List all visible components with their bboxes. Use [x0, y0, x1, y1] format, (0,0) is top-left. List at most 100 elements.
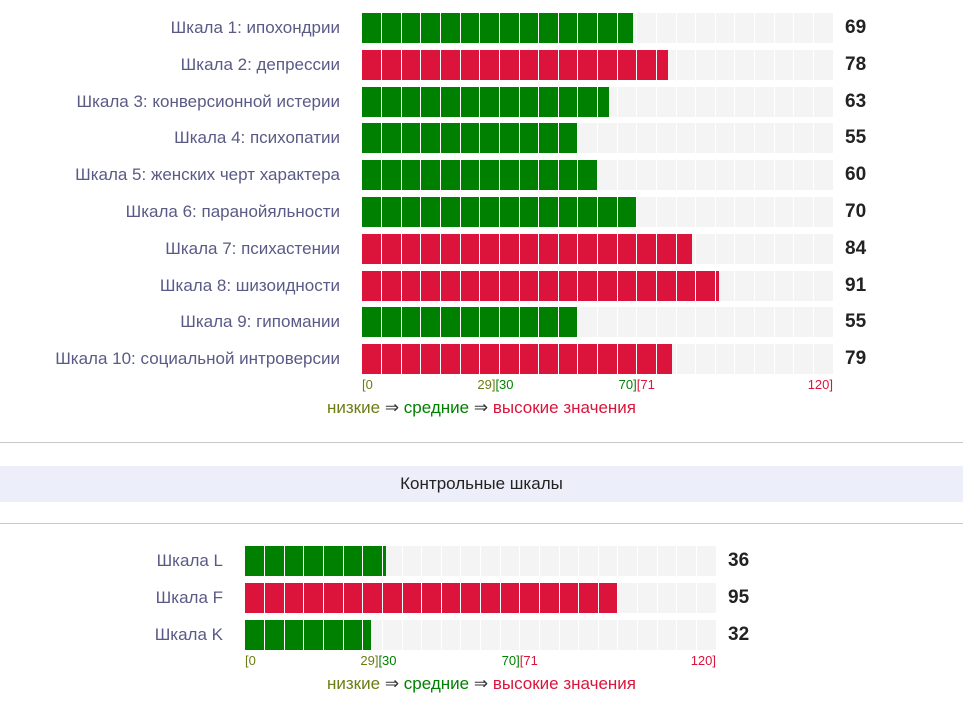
scale-bar-track: [362, 13, 833, 43]
scale-bar-fill: [362, 13, 633, 43]
bar-segment-divider: [773, 160, 775, 191]
bar-segment-divider: [381, 583, 383, 613]
bar-segment-divider: [636, 270, 638, 301]
bar-segment-divider: [459, 270, 461, 301]
bar-segment-divider: [636, 160, 638, 191]
bar-segment-divider: [616, 13, 618, 43]
range-label: 70][71: [501, 653, 538, 668]
bar-segment-divider: [440, 49, 441, 80]
bar-segment-divider: [636, 344, 638, 375]
bar-segment-divider: [519, 620, 521, 650]
bar-segment-divider: [557, 86, 559, 117]
bar-segment-divider: [734, 123, 736, 154]
scale-value: 79: [845, 348, 867, 370]
bar-segment-divider: [577, 49, 579, 80]
bar-segment-divider: [793, 233, 795, 264]
scale-bar-fill: [245, 583, 618, 613]
bar-segment-divider: [323, 620, 324, 650]
bar-segment-divider: [538, 86, 540, 117]
scale-value: 91: [845, 274, 867, 296]
bar-segment-divider: [381, 13, 383, 43]
bar-segment-divider: [480, 583, 481, 613]
scale-bar-track: [362, 270, 833, 301]
bar-segment-divider: [518, 307, 520, 338]
bar-segment-divider: [459, 160, 461, 191]
legend-arrow: ⇒: [384, 674, 400, 693]
bar-segment-divider: [578, 546, 580, 576]
bar-segment-divider: [655, 86, 657, 117]
bar-segment-divider: [773, 307, 775, 338]
bar-segment-divider: [793, 307, 795, 338]
bar-segment-divider: [597, 13, 598, 43]
legend-arrow: ⇒: [473, 674, 489, 693]
bar-segment-divider: [754, 270, 755, 301]
legend-arrow: ⇒: [473, 398, 489, 417]
bar-segment-divider: [812, 13, 814, 43]
scale-value: 70: [845, 201, 867, 222]
bar-segment-divider: [734, 307, 736, 338]
bar-segment-divider: [498, 307, 500, 338]
bar-segment-divider: [303, 583, 305, 613]
bar-segment-divider: [636, 86, 638, 117]
bar-segment-divider: [323, 546, 324, 576]
legend-low: низкие: [327, 674, 381, 693]
legend: низкие ⇒ средние ⇒ высокие значения: [0, 674, 963, 694]
bar-segment-divider: [381, 123, 383, 154]
bar-segment-divider: [283, 583, 285, 613]
range-label: 29][30: [360, 653, 397, 668]
bar-segment-divider: [440, 160, 441, 191]
scale-label: Шкала 5: женских черт характера: [75, 165, 340, 185]
bar-segment-divider: [578, 583, 580, 613]
bar-segment-divider: [597, 49, 598, 80]
bar-segment-divider: [362, 620, 364, 650]
bar-segment-divider: [401, 583, 403, 613]
bar-segment-divider: [695, 13, 697, 43]
bar-segment-divider: [518, 49, 520, 80]
scale-bar-fill: [362, 270, 720, 301]
bar-segment-divider: [577, 160, 579, 191]
bar-segment-divider: [518, 13, 520, 43]
bar-segment-divider: [480, 620, 481, 650]
bar-segment-divider: [636, 13, 638, 43]
bar-segment-divider: [695, 86, 697, 117]
bar-segment-divider: [675, 160, 677, 191]
bar-segment-divider: [498, 123, 500, 154]
bar-segment-divider: [754, 307, 755, 338]
bar-segment-divider: [773, 197, 775, 227]
bar-segment-divider: [518, 123, 520, 154]
bar-segment-divider: [754, 49, 755, 80]
bar-segment-divider: [695, 233, 697, 264]
bar-segment-divider: [283, 620, 285, 650]
bar-segment-divider: [617, 546, 619, 576]
bar-segment-divider: [518, 86, 520, 117]
bar-segment-divider: [400, 233, 402, 264]
bar-segment-divider: [538, 546, 540, 576]
bar-segment-divider: [538, 123, 540, 154]
range-label: [0: [245, 653, 256, 668]
bar-segment-divider: [498, 197, 500, 227]
bar-segment-divider: [420, 160, 422, 191]
bar-segment-divider: [793, 123, 795, 154]
bar-segment-divider: [342, 583, 344, 613]
bar-segment-divider: [303, 620, 305, 650]
bar-segment-divider: [557, 13, 559, 43]
bar-segment-divider: [636, 233, 638, 264]
bar-segment-divider: [675, 344, 677, 375]
bar-segment-divider: [538, 583, 540, 613]
scale-bar-fill: [245, 546, 387, 576]
scale-bar-track: [362, 344, 833, 375]
bar-segment-divider: [714, 123, 716, 154]
bar-segment-divider: [695, 160, 697, 191]
bar-segment-divider: [498, 270, 500, 301]
bar-segment-divider: [381, 49, 383, 80]
bar-segment-divider: [440, 13, 441, 43]
scale-bar-fill: [245, 620, 371, 650]
bar-segment-divider: [518, 344, 520, 375]
bar-segment-divider: [597, 620, 599, 650]
scale-bar-fill: [362, 123, 578, 154]
bar-segment-divider: [400, 197, 402, 227]
range-label: [0: [362, 377, 373, 392]
bar-segment-divider: [655, 160, 657, 191]
bar-segment-divider: [578, 620, 580, 650]
bar-segment-divider: [498, 13, 500, 43]
